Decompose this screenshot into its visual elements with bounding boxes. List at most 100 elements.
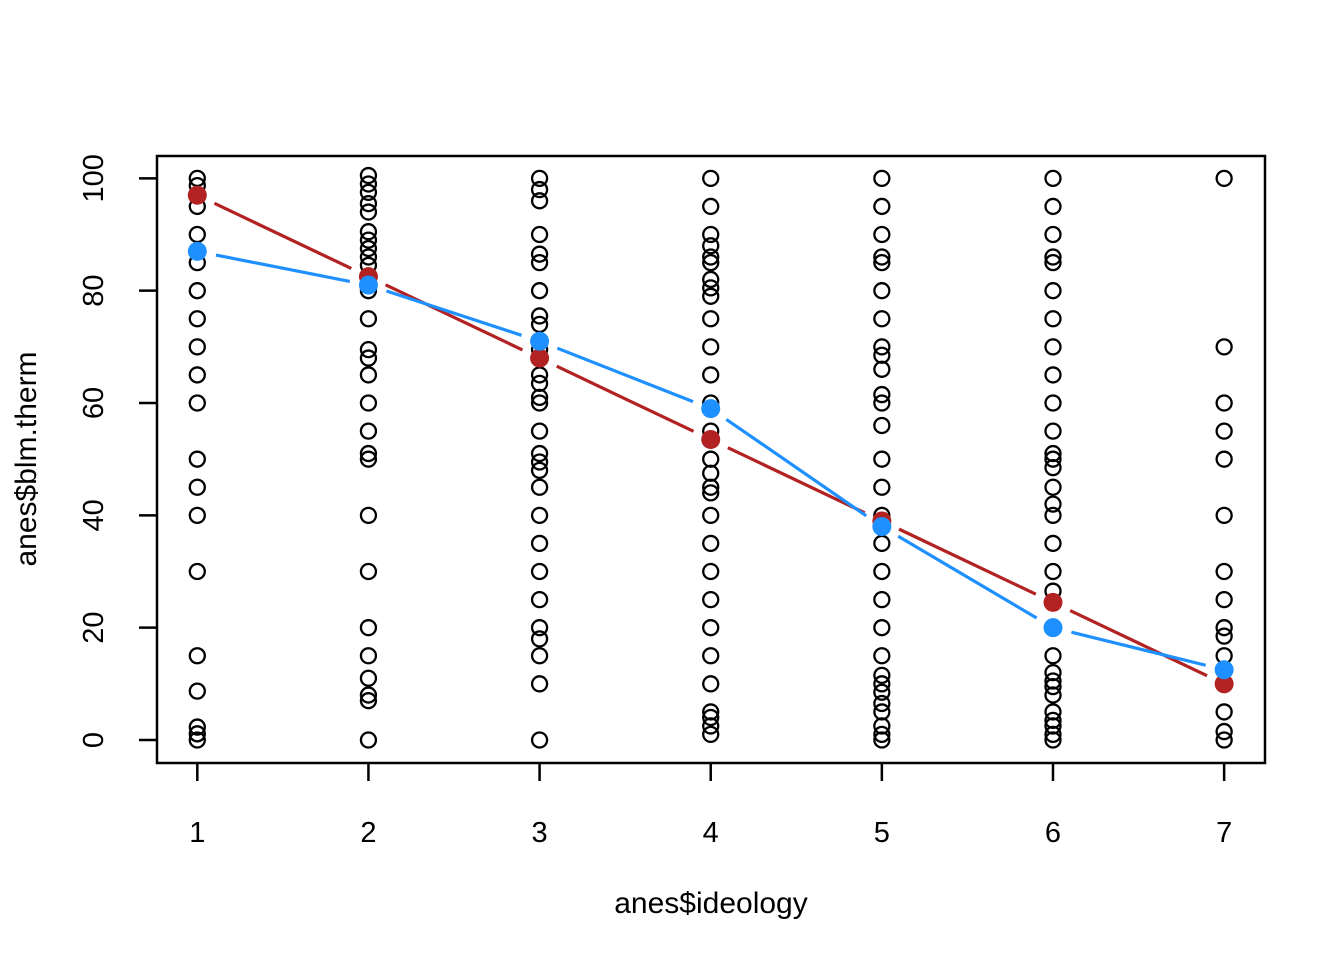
- data-point-circle: [702, 287, 720, 305]
- data-point-circle: [359, 669, 378, 687]
- lowess-fit-line-segment: [556, 346, 694, 404]
- data-point-circle: [359, 166, 378, 185]
- data-point-circle: [188, 366, 206, 384]
- y-axis-label: anes$blm.therm: [10, 351, 43, 566]
- data-point-circle: [873, 360, 891, 378]
- linear-fit-line-segment: [1069, 609, 1208, 678]
- data-point-circle: [702, 619, 720, 637]
- data-point-circle: [873, 197, 891, 216]
- data-point-circle: [530, 169, 549, 188]
- data-point-circle: [1044, 562, 1062, 581]
- data-point-circle: [702, 675, 720, 693]
- data-point-circle: [188, 338, 206, 356]
- data-point-circle: [873, 619, 891, 637]
- data-point-circle: [359, 203, 378, 221]
- data-point-circle: [188, 450, 206, 468]
- data-point-circle: [530, 422, 549, 440]
- data-point-circle: [873, 169, 891, 188]
- y-tick-label: 60: [78, 387, 110, 419]
- linear-fit-line-point: [530, 348, 550, 368]
- data-point-circle: [188, 394, 206, 412]
- data-point-circle: [873, 394, 891, 412]
- data-point-circle: [873, 478, 891, 496]
- data-point-circle: [530, 388, 549, 407]
- data-point-circle: [702, 310, 720, 328]
- linear-fit-line-segment: [384, 283, 524, 352]
- data-point-circle: [359, 223, 378, 241]
- data-point-circle: [359, 562, 378, 581]
- data-point-circle: [530, 562, 549, 581]
- data-point-circle: [530, 534, 549, 553]
- data-point-circle: [873, 675, 891, 693]
- y-tick-label: 20: [78, 612, 110, 644]
- data-point-circle: [530, 307, 549, 325]
- data-point-circle: [359, 194, 378, 213]
- data-point-circle: [530, 731, 549, 749]
- data-point-circle: [1215, 731, 1233, 749]
- data-point-circle: [1215, 722, 1233, 741]
- lowess-fit-line-point: [701, 399, 721, 419]
- data-point-circle: [702, 464, 720, 482]
- data-point-circle: [359, 366, 378, 384]
- x-tick-label: 2: [360, 817, 376, 849]
- data-point-circle: [188, 282, 206, 300]
- data-point-circle: [702, 237, 720, 255]
- data-point-circle: [702, 450, 720, 468]
- lowess-fit-line-segment: [385, 289, 523, 337]
- data-point-circle: [530, 630, 549, 648]
- data-point-circle: [1044, 458, 1062, 477]
- data-point-circle: [1044, 366, 1062, 384]
- data-point-circle: [530, 394, 549, 412]
- data-point-circle: [359, 349, 378, 367]
- linear-fit-line-point: [1214, 674, 1234, 694]
- data-point-circle: [1044, 534, 1062, 553]
- data-point-circle: [1044, 686, 1062, 704]
- data-point-circle: [702, 270, 720, 289]
- data-point-circle: [359, 450, 378, 468]
- lowess-fit-line-point: [187, 241, 207, 261]
- data-point-circle: [702, 708, 720, 727]
- lowess-fit-line-segment: [1071, 630, 1207, 667]
- data-point-circle: [530, 282, 549, 300]
- data-point-circle: [530, 506, 549, 524]
- data-point-circle: [702, 590, 720, 609]
- data-point-circle: [1215, 169, 1233, 188]
- data-point-circle: [359, 506, 378, 524]
- data-point-circle: [530, 619, 549, 637]
- lowess-fit-line-point: [358, 275, 378, 295]
- data-point-circle: [530, 675, 549, 693]
- data-point-circle: [702, 225, 720, 244]
- data-point-circle: [873, 248, 891, 266]
- data-point-circle: [188, 718, 206, 736]
- data-point-circle: [873, 562, 891, 581]
- data-point-circle: [188, 310, 206, 328]
- data-point-circle: [359, 341, 378, 359]
- data-point-circle: [702, 647, 720, 665]
- data-point-circle: [1044, 310, 1062, 328]
- data-point-circle: [188, 731, 206, 749]
- lowess-fit-line-segment: [725, 418, 868, 518]
- data-point-circle: [188, 506, 206, 524]
- lowess-fit-line-segment: [897, 534, 1038, 620]
- data-point-circle: [530, 245, 549, 263]
- data-point-circle: [873, 725, 891, 744]
- data-point-circle: [1044, 647, 1062, 665]
- data-point-circle: [1044, 506, 1062, 524]
- data-point-circle: [873, 683, 891, 701]
- x-tick-label: 4: [703, 817, 719, 849]
- y-tick-label: 40: [78, 499, 110, 531]
- data-point-circle: [702, 534, 720, 553]
- data-point-circle: [530, 180, 549, 199]
- lowess-fit-line-point: [530, 331, 550, 351]
- x-tick-label: 7: [1216, 817, 1232, 849]
- data-point-circle: [1044, 225, 1062, 244]
- data-point-circle: [873, 310, 891, 328]
- data-point-circle: [188, 225, 206, 244]
- data-point-circle: [359, 692, 378, 710]
- data-point-circle: [530, 590, 549, 609]
- data-point-circle: [1044, 248, 1062, 266]
- linear-fit-line-point: [1043, 592, 1063, 612]
- data-point-circle: [1215, 562, 1233, 581]
- data-point-circle: [530, 192, 549, 210]
- data-point-circle: [1215, 450, 1233, 468]
